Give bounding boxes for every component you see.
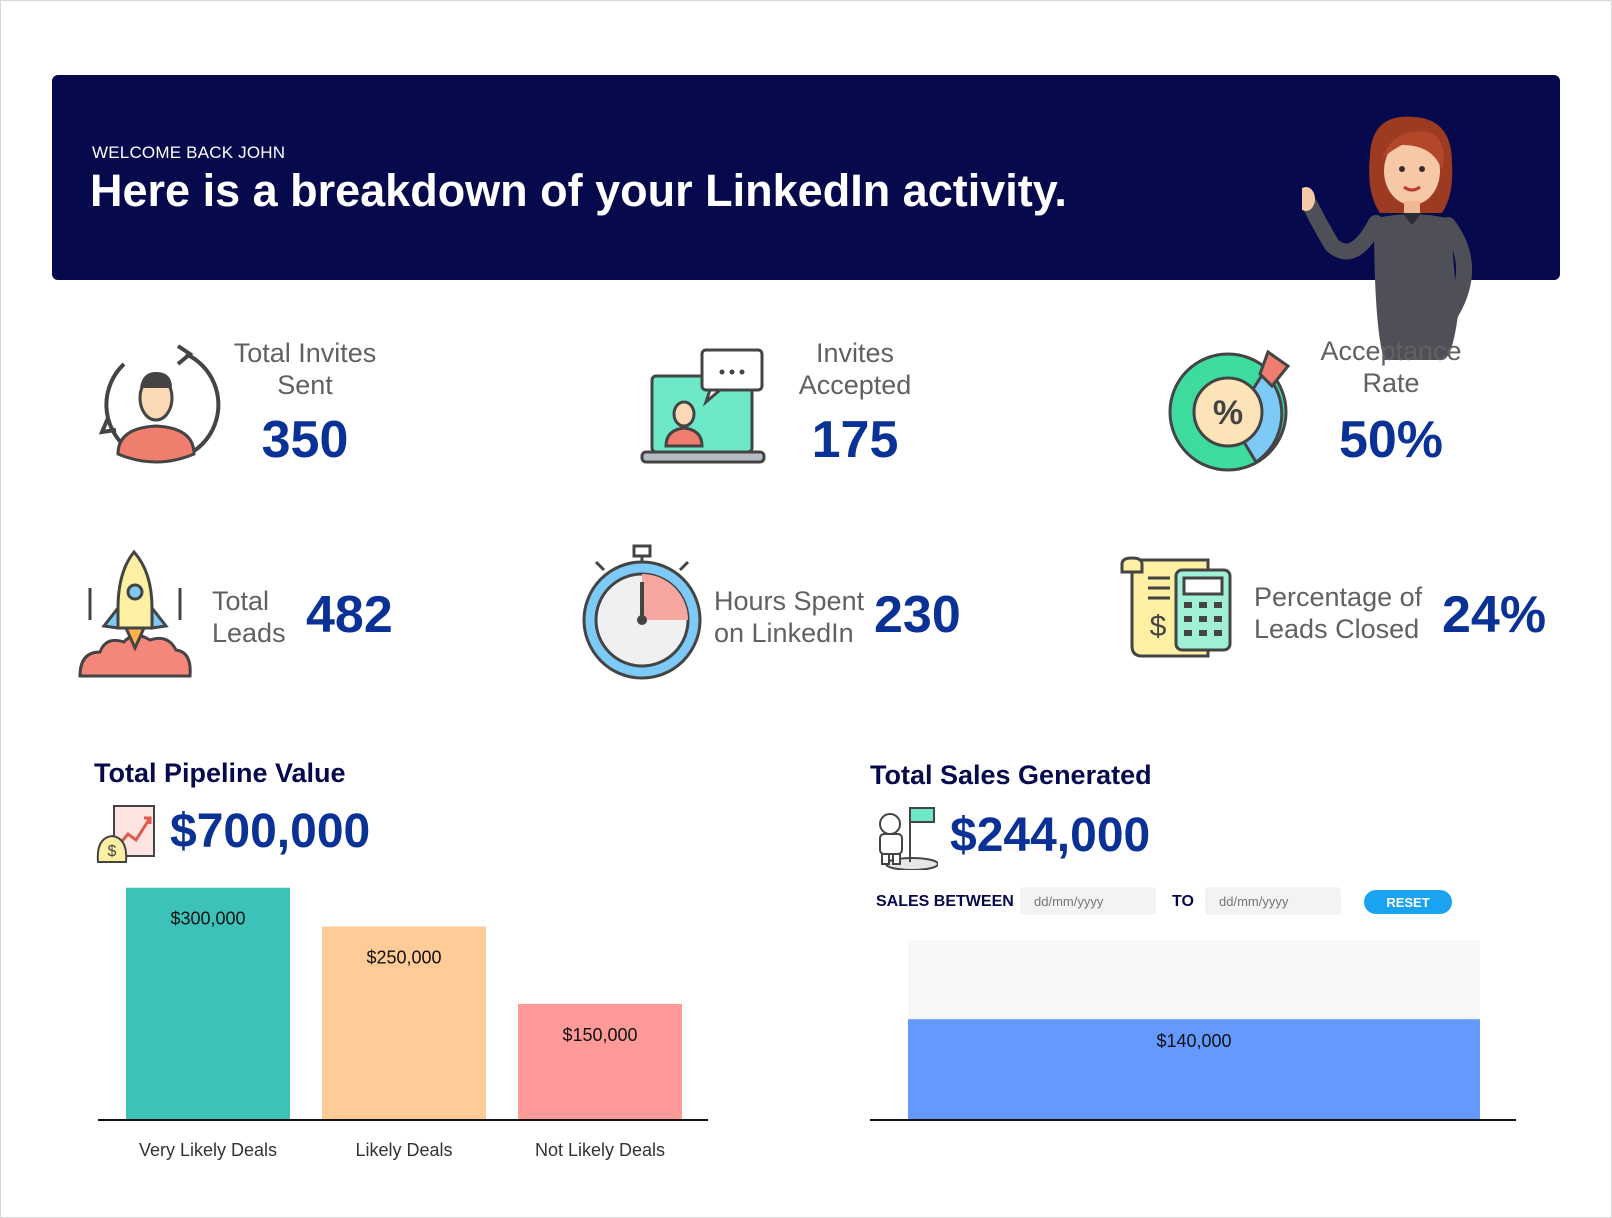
svg-text:%: % xyxy=(1213,394,1243,432)
svg-text:$: $ xyxy=(1150,610,1167,643)
sales-to-date-input[interactable] xyxy=(1205,887,1341,915)
sales-to-label: TO xyxy=(1172,893,1194,910)
sales-title: Total Sales Generated xyxy=(870,760,1152,790)
pipeline-title: Total Pipeline Value xyxy=(94,758,346,788)
woman-illustration xyxy=(1302,116,1472,360)
pipeline-bar xyxy=(518,1003,682,1120)
pipeline-bar-chart: $300,000 Very Likely Deals $250,000 Likely … xyxy=(98,887,708,1160)
astronaut-flag-icon xyxy=(879,807,938,870)
stat-value-invites-accepted: 175 xyxy=(811,411,899,469)
stat-value-total-leads: 482 xyxy=(306,586,393,644)
stat-label-hours-spent: Hours Spent on LinkedIn xyxy=(714,586,865,648)
pipeline-amount: $700,000 xyxy=(170,805,371,858)
pipeline-bar xyxy=(126,887,290,1120)
stat-label-total-leads: Total Leads xyxy=(212,586,286,648)
sales-bar-chart: $140,000 xyxy=(870,940,1516,1121)
pipeline-category-label: Not Likely Deals xyxy=(535,1140,665,1160)
sales-bar-value-label: $140,000 xyxy=(1156,1031,1231,1051)
percent-donut-icon: % xyxy=(1168,349,1291,472)
stat-label-acceptance-rate: Acceptance Rate xyxy=(1320,336,1462,398)
pipeline-category-label: Very Likely Deals xyxy=(139,1140,277,1160)
page-title: Here is a breakdown of your LinkedIn act… xyxy=(90,165,1067,216)
reset-button[interactable]: RESET xyxy=(1364,890,1452,914)
user-refresh-icon xyxy=(98,344,221,464)
stat-label-invites-sent: Total Invites Sent xyxy=(233,338,377,400)
sales-from-date-input[interactable] xyxy=(1020,887,1156,915)
sales-amount: $244,000 xyxy=(950,809,1151,862)
rocket-icon xyxy=(78,549,192,678)
welcome-text: WELCOME BACK JOHN xyxy=(92,143,286,162)
stopwatch-icon xyxy=(582,544,702,680)
money-growth-icon: $ xyxy=(96,805,155,863)
stat-value-acceptance-rate: 50% xyxy=(1338,411,1444,469)
laptop-chat-icon xyxy=(640,348,766,464)
stat-value-leads-closed: 24% xyxy=(1442,586,1547,644)
stat-value-invites-sent: 350 xyxy=(261,411,349,469)
stat-label-invites-accepted: Invites Accepted xyxy=(798,338,912,400)
sales-bar xyxy=(908,1019,1480,1120)
welcome-banner: WELCOME BACK JOHN Here is a breakdown of… xyxy=(52,75,1560,360)
pipeline-bar-value-label: $150,000 xyxy=(562,1025,637,1045)
stat-value-hours-spent: 230 xyxy=(874,586,961,644)
pipeline-category-label: Likely Deals xyxy=(355,1140,452,1160)
svg-text:$: $ xyxy=(108,843,117,860)
pipeline-bar-value-label: $250,000 xyxy=(366,947,441,967)
invoice-calculator-icon: $ xyxy=(1120,556,1232,658)
pipeline-bar xyxy=(322,926,486,1120)
stat-label-leads-closed: Percentage of Leads Closed xyxy=(1254,582,1423,644)
sales-between-label: SALES BETWEEN xyxy=(876,893,1014,910)
pipeline-bar-value-label: $300,000 xyxy=(170,909,245,929)
